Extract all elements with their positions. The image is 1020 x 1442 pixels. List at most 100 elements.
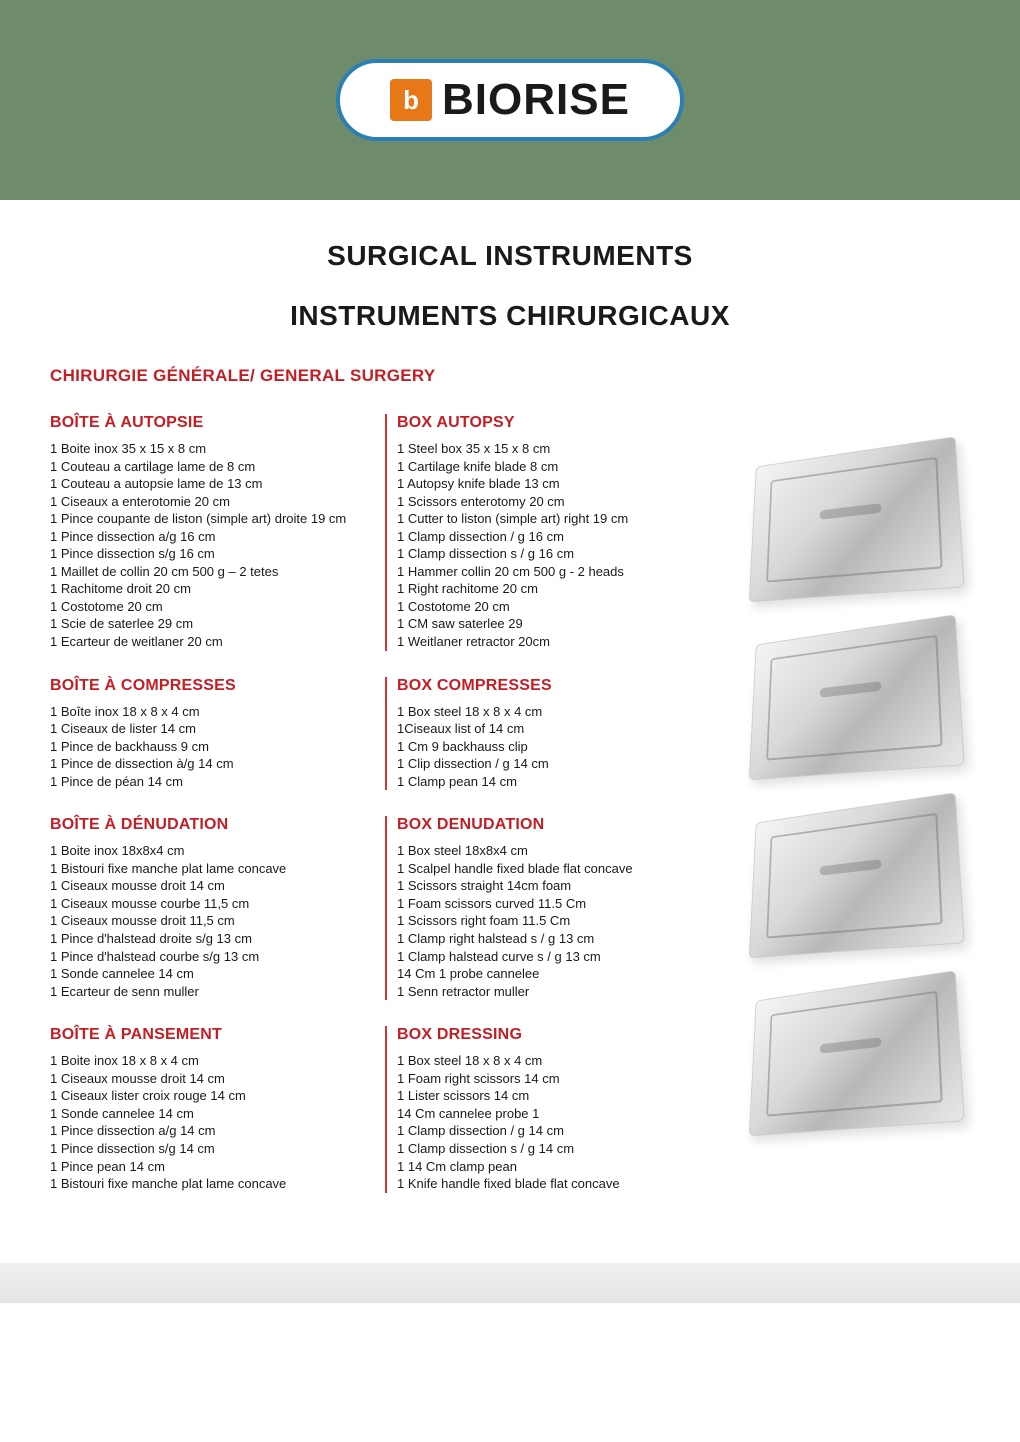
list-item: 1 Clip dissection / g 14 cm [397, 755, 720, 773]
list-item: 1 Ciseaux lister croix rouge 14 cm [50, 1087, 377, 1105]
item-list-fr: 1 Boite inox 18x8x4 cm1 Bistouri fixe ma… [50, 842, 377, 1000]
list-item: 1 Cutter to liston (simple art) right 19… [397, 510, 720, 528]
column-french: BOÎTE À PANSEMENT 1 Boite inox 18 x 8 x 4… [50, 1026, 385, 1192]
product-box-image [749, 614, 965, 780]
list-item: 1 Ecarteur de weitlaner 20 cm [50, 633, 377, 651]
column-french: BOÎTE À COMPRESSES 1 Boîte inox 18 x 8 x … [50, 677, 385, 791]
list-item: 1 Foam right scissors 14 cm [397, 1070, 720, 1088]
brand-logo: b BIORISE [336, 59, 684, 141]
list-item: 1 Clamp right halstead s / g 13 cm [397, 930, 720, 948]
list-item: 1 Ciseaux mousse droit 14 cm [50, 877, 377, 895]
list-item: 1 Pince de backhauss 9 cm [50, 738, 377, 756]
list-item: 1 Cm 9 backhauss clip [397, 738, 720, 756]
list-item: 1 Knife handle fixed blade flat concave [397, 1175, 720, 1193]
column-english: BOX AUTOPSY1 Steel box 35 x 15 x 8 cm1 C… [385, 414, 720, 651]
list-item: 1 Cartilage knife blade 8 cm [397, 458, 720, 476]
list-item: 1 Right rachitome 20 cm [397, 580, 720, 598]
list-item: 1Ciseaux list of 14 cm [397, 720, 720, 738]
item-list-en: 1 Box steel 18 x 8 x 4 cm1 Foam right sc… [397, 1052, 720, 1192]
text-columns: BOÎTE À AUTOPSIE 1 Boite inox 35 x 15 x 8… [50, 406, 720, 1193]
content-area: BOÎTE À AUTOPSIE 1 Boite inox 35 x 15 x 8… [50, 406, 970, 1193]
column-french: BOÎTE À DÉNUDATION 1 Boite inox 18x8x4 cm… [50, 816, 385, 1000]
product-box-image [749, 970, 965, 1136]
list-item: 1 Box steel 18x8x4 cm [397, 842, 720, 860]
list-item: 1 Scissors straight 14cm foam [397, 877, 720, 895]
list-item: 14 Cm cannelee probe 1 [397, 1105, 720, 1123]
list-item: 1 Pince dissection s/g 16 cm [50, 545, 377, 563]
list-item: 1 Pince dissection a/g 14 cm [50, 1122, 377, 1140]
brand-mark-icon: b [390, 79, 432, 121]
list-item: 1 Boite inox 18 x 8 x 4 cm [50, 1052, 377, 1070]
list-item: 1 Foam scissors curved 11.5 Cm [397, 895, 720, 913]
list-item: 1 Ciseaux mousse droit 11,5 cm [50, 912, 377, 930]
list-item: 1 Pince coupante de liston (simple art) … [50, 510, 377, 528]
list-item: 1 Boite inox 18x8x4 cm [50, 842, 377, 860]
item-list-fr: 1 Boîte inox 18 x 8 x 4 cm1 Ciseaux de l… [50, 703, 377, 791]
list-item: 1 Box steel 18 x 8 x 4 cm [397, 1052, 720, 1070]
list-item: 1 Autopsy knife blade 13 cm [397, 475, 720, 493]
image-column [740, 406, 970, 1193]
list-item: 1 Ciseaux a enterotomie 20 cm [50, 493, 377, 511]
list-item: 1 Scie de saterlee 29 cm [50, 615, 377, 633]
list-item: 1 Clamp dissection / g 14 cm [397, 1122, 720, 1140]
list-item: 1 Costotome 20 cm [50, 598, 377, 616]
block-title-fr: BOÎTE À AUTOPSIE [50, 414, 377, 432]
column-french: BOÎTE À AUTOPSIE 1 Boite inox 35 x 15 x 8… [50, 414, 385, 651]
block-title-en: BOX COMPRESSES [397, 677, 720, 695]
list-item: 1 Ciseaux mousse droit 14 cm [50, 1070, 377, 1088]
list-item: 1 Ciseaux de lister 14 cm [50, 720, 377, 738]
brand-name: BIORISE [442, 75, 630, 125]
list-item: 1 Pince pean 14 cm [50, 1158, 377, 1176]
product-block: BOÎTE À AUTOPSIE 1 Boite inox 35 x 15 x 8… [50, 414, 720, 651]
column-english: BOX DENUDATION 1 Box steel 18x8x4 cm1 Sca… [385, 816, 720, 1000]
block-row: BOÎTE À DÉNUDATION 1 Boite inox 18x8x4 cm… [50, 816, 720, 1000]
item-list-fr: 1 Boite inox 35 x 15 x 8 cm1 Couteau a c… [50, 440, 377, 651]
list-item: 1 14 Cm clamp pean [397, 1158, 720, 1176]
product-block: BOÎTE À COMPRESSES 1 Boîte inox 18 x 8 x … [50, 677, 720, 791]
item-list-en: 1 Box steel 18 x 8 x 4 cm1Ciseaux list o… [397, 703, 720, 791]
item-list-en: 1 Steel box 35 x 15 x 8 cm1 Cartilage kn… [397, 440, 720, 651]
column-english: BOX DRESSING1 Box steel 18 x 8 x 4 cm1 F… [385, 1026, 720, 1192]
list-item: 1 Couteau a cartilage lame de 8 cm [50, 458, 377, 476]
block-title-en: BOX DENUDATION [397, 816, 720, 834]
list-item: 1 Hammer collin 20 cm 500 g - 2 heads [397, 563, 720, 581]
list-item: 1 Scalpel handle fixed blade flat concav… [397, 860, 720, 878]
block-title-fr: BOÎTE À COMPRESSES [50, 677, 377, 695]
list-item: 1 Boite inox 35 x 15 x 8 cm [50, 440, 377, 458]
list-item: 1 Sonde cannelee 14 cm [50, 965, 377, 983]
block-title-en: BOX AUTOPSY [397, 414, 720, 432]
list-item: 1 Rachitome droit 20 cm [50, 580, 377, 598]
block-title-fr: BOÎTE À DÉNUDATION [50, 816, 377, 834]
list-item: 1 Pince d'halstead droite s/g 13 cm [50, 930, 377, 948]
header-band: b BIORISE [0, 0, 1020, 200]
list-item: 1 Box steel 18 x 8 x 4 cm [397, 703, 720, 721]
list-item: 1 Pince dissection s/g 14 cm [50, 1140, 377, 1158]
list-item: 1 Clamp halstead curve s / g 13 cm [397, 948, 720, 966]
list-item: 1 Maillet de collin 20 cm 500 g – 2 tete… [50, 563, 377, 581]
footer-strip [0, 1263, 1020, 1303]
column-english: BOX COMPRESSES1 Box steel 18 x 8 x 4 cm1… [385, 677, 720, 791]
list-item: 1 Weitlaner retractor 20cm [397, 633, 720, 651]
list-item: 1 Bistouri fixe manche plat lame concave [50, 860, 377, 878]
list-item: 14 Cm 1 probe cannelee [397, 965, 720, 983]
block-title-fr: BOÎTE À PANSEMENT [50, 1026, 377, 1044]
list-item: 1 Scissors enterotomy 20 cm [397, 493, 720, 511]
page-body: SURGICAL INSTRUMENTS INSTRUMENTS CHIRURG… [0, 200, 1020, 1253]
list-item: 1 Couteau a autopsie lame de 13 cm [50, 475, 377, 493]
list-item: 1 Boîte inox 18 x 8 x 4 cm [50, 703, 377, 721]
block-row: BOÎTE À AUTOPSIE 1 Boite inox 35 x 15 x 8… [50, 414, 720, 651]
list-item: 1 Scissors right foam 11.5 Cm [397, 912, 720, 930]
list-item: 1 Clamp dissection / g 16 cm [397, 528, 720, 546]
list-item: 1 Ecarteur de senn muller [50, 983, 377, 1001]
block-row: BOÎTE À PANSEMENT 1 Boite inox 18 x 8 x 4… [50, 1026, 720, 1192]
list-item: 1 Pince de dissection à/g 14 cm [50, 755, 377, 773]
product-box-image [749, 792, 965, 958]
list-item: 1 Clamp dissection s / g 14 cm [397, 1140, 720, 1158]
list-item: 1 Pince de péan 14 cm [50, 773, 377, 791]
list-item: 1 Pince dissection a/g 16 cm [50, 528, 377, 546]
section-heading: CHIRURGIE GÉNÉRALE/ GENERAL SURGERY [50, 366, 970, 386]
list-item: 1 Steel box 35 x 15 x 8 cm [397, 440, 720, 458]
item-list-fr: 1 Boite inox 18 x 8 x 4 cm1 Ciseaux mous… [50, 1052, 377, 1192]
list-item: 1 Sonde cannelee 14 cm [50, 1105, 377, 1123]
list-item: 1 Pince d'halstead courbe s/g 13 cm [50, 948, 377, 966]
